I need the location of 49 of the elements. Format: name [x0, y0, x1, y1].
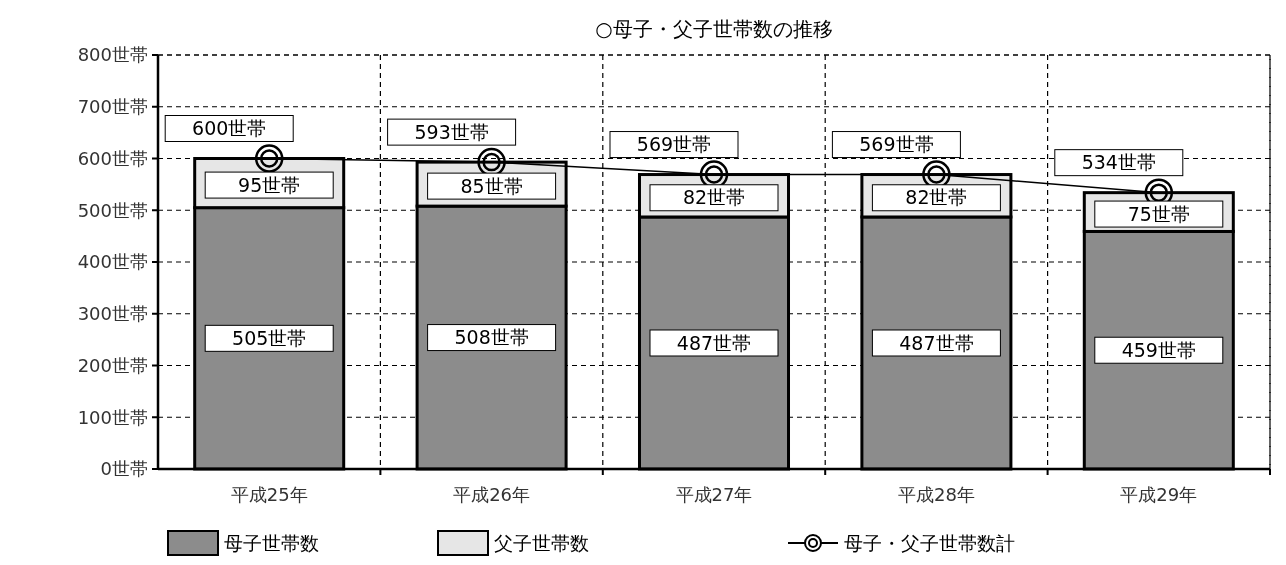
label-box: 593世帯 [387, 118, 517, 146]
label-box: 75世帯 [1094, 200, 1224, 228]
legend-label: 母子・父子世帯数計 [844, 531, 1015, 554]
y-tick-label: 800世帯 [77, 44, 148, 66]
x-tick-label: 平成29年 [1120, 484, 1198, 505]
label-box: 600世帯 [164, 115, 294, 142]
y-tick-label: 300世帯 [77, 303, 148, 325]
data-label: 508世帯 [454, 326, 529, 349]
label-box: 487世帯 [649, 329, 779, 357]
y-tick-label: 100世帯 [77, 406, 148, 428]
label-box: 508世帯 [427, 324, 557, 352]
y-tick-label: 500世帯 [77, 199, 148, 221]
data-label: 85世帯 [460, 174, 523, 197]
data-label: 487世帯 [899, 331, 974, 354]
y-tick-label: 400世帯 [77, 251, 148, 273]
point [254, 144, 284, 173]
label-box: 534世帯 [1054, 149, 1184, 177]
x-tick-label: 平成25年 [230, 484, 308, 505]
data-label: 487世帯 [676, 331, 752, 354]
data-label: 600世帯 [192, 117, 267, 140]
chart-title: ○母子・父子世帯数の推移 [595, 17, 833, 41]
legend-label: 父子世帯数 [494, 531, 589, 554]
data-label: 569世帯 [859, 133, 934, 156]
data-label: 593世帯 [414, 120, 489, 143]
data-label: 95世帯 [238, 173, 301, 196]
label-box: 82世帯 [649, 184, 779, 212]
label-box: 95世帯 [204, 171, 334, 199]
label-box: 505世帯 [204, 324, 334, 352]
label-box: 569世帯 [609, 131, 739, 159]
label-box: 459世帯 [1094, 336, 1224, 364]
label-box: 569世帯 [831, 131, 961, 159]
data-label: 505世帯 [232, 326, 307, 349]
y-tick-label: 600世帯 [77, 147, 148, 169]
data-label: 569世帯 [636, 133, 712, 156]
data-label: 82世帯 [682, 186, 746, 209]
label-box: 85世帯 [427, 172, 557, 200]
label-box: 82世帯 [871, 184, 1001, 212]
y-tick-label: 200世帯 [77, 354, 148, 376]
data-label: 534世帯 [1081, 151, 1156, 174]
label-box: 487世帯 [871, 329, 1001, 357]
x-tick-label: 平成26年 [453, 484, 531, 505]
data-label: 75世帯 [1127, 202, 1190, 225]
data-label: 82世帯 [905, 186, 968, 209]
y-tick-label: 0世帯 [100, 458, 148, 480]
legend-label: 母子世帯数 [224, 531, 319, 554]
x-tick-label: 平成27年 [675, 484, 753, 505]
x-tick-label: 平成28年 [897, 484, 975, 505]
data-label: 459世帯 [1121, 338, 1196, 361]
y-tick-label: 700世帯 [77, 96, 148, 118]
